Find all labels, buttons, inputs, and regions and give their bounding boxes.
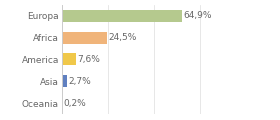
Bar — [62, 10, 181, 22]
Text: 7,6%: 7,6% — [77, 55, 100, 64]
Bar — [62, 32, 107, 44]
Text: 0,2%: 0,2% — [64, 99, 86, 108]
Text: 64,9%: 64,9% — [183, 11, 211, 20]
Text: 24,5%: 24,5% — [108, 33, 137, 42]
Bar — [62, 53, 76, 65]
Bar — [62, 75, 67, 87]
Text: 2,7%: 2,7% — [68, 77, 91, 86]
